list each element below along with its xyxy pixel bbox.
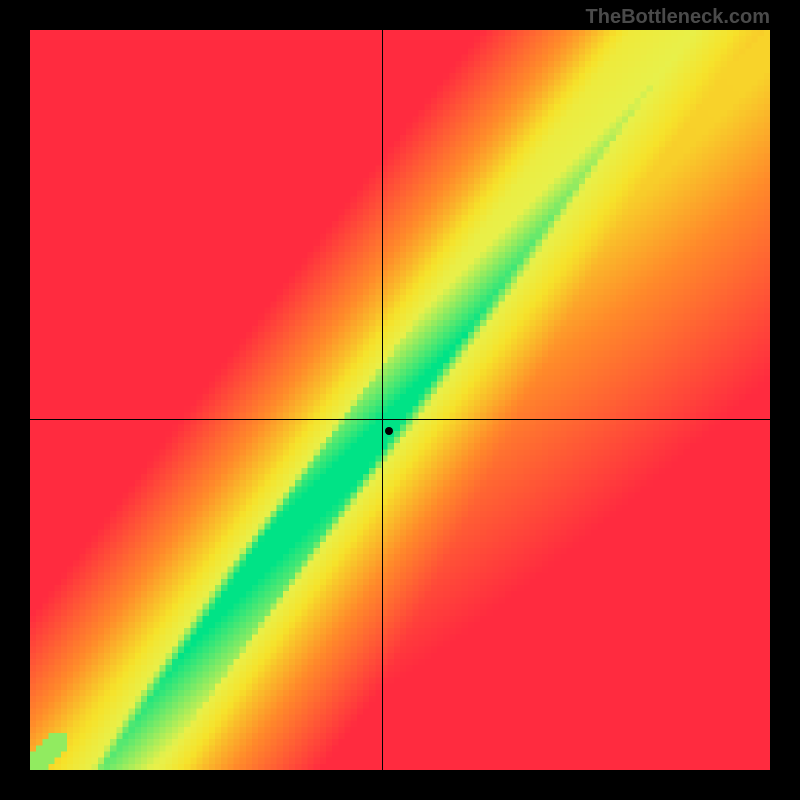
crosshair-horizontal bbox=[30, 419, 770, 420]
heatmap-canvas bbox=[30, 30, 770, 770]
crosshair-marker-dot bbox=[385, 427, 393, 435]
crosshair-vertical bbox=[382, 30, 383, 770]
bottleneck-heatmap bbox=[30, 30, 770, 770]
watermark-text: TheBottleneck.com bbox=[586, 6, 770, 29]
